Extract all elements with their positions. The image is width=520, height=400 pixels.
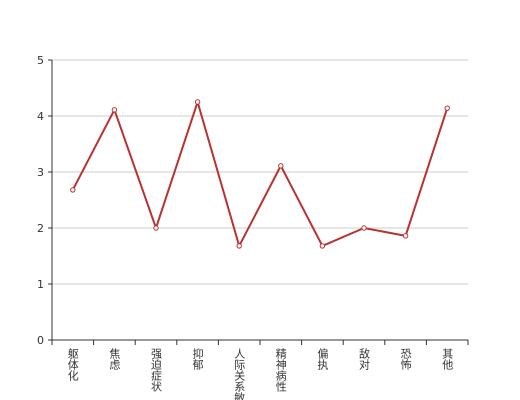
y-tick-label: 0: [37, 334, 44, 347]
point: [361, 225, 367, 231]
x-tick-label: 其他: [441, 348, 454, 370]
x-tick-label: 人际关系敏感: [233, 348, 246, 400]
point: [319, 243, 326, 249]
x-tick-label: 强迫症状: [150, 348, 163, 392]
y-tick-label: 1: [37, 278, 44, 291]
x-tick-label: 抑郁: [191, 347, 204, 370]
x-tick-label: 恐怖: [399, 348, 412, 370]
x-tick-label: 偏执: [316, 347, 329, 371]
point: [402, 233, 409, 239]
x-tick-label: 敌对: [358, 347, 371, 370]
point: [236, 243, 242, 249]
point: [153, 225, 159, 231]
x-tick-label: 焦虑: [108, 348, 121, 370]
y-tick-label: 2: [37, 222, 44, 235]
line: [71, 98, 449, 249]
y-tick-label: 3: [37, 166, 44, 179]
point: [111, 107, 118, 113]
y-tick-label: 4: [37, 110, 44, 123]
y-tick-label: 5: [37, 54, 44, 67]
point: [70, 187, 76, 193]
point: [194, 99, 201, 105]
x-tick-label: 精神病性: [274, 348, 287, 393]
x-tick-label: 躯体化: [66, 348, 79, 382]
point: [444, 105, 450, 111]
point: [278, 163, 284, 169]
